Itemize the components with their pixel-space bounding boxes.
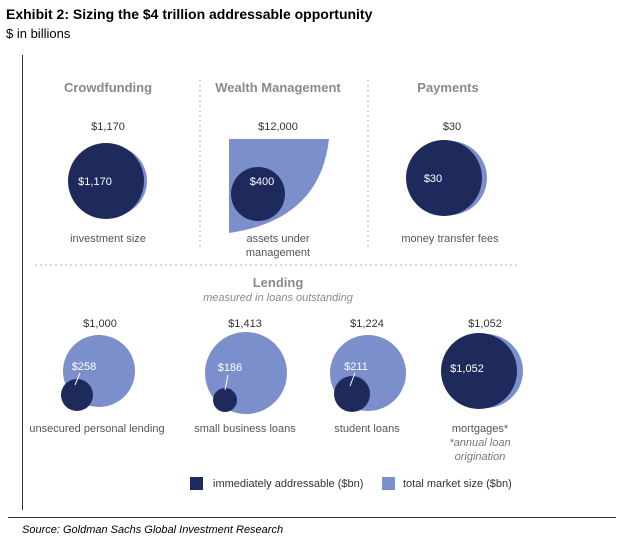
source-note: Source: Goldman Sachs Global Investment …: [22, 524, 284, 536]
unsecured-addressable-label: $258: [72, 361, 96, 373]
small-business-total-label: $1,413: [228, 318, 262, 330]
unsecured-addressable-bubble: [61, 379, 93, 411]
mortgages-note: *annual loan: [449, 437, 510, 449]
student-addressable-bubble: [334, 376, 370, 412]
crowdfunding-total-label: $1,170: [91, 121, 125, 133]
chart-subtitle: $ in billions: [6, 26, 71, 41]
wealth-addressable-bubble: [231, 167, 285, 221]
legend-swatch-addressable: [190, 477, 203, 490]
wealth-addressable-label: $400: [250, 176, 274, 188]
payments-addressable-label: $30: [424, 173, 442, 185]
crowdfunding-addressable-label: $1,170: [78, 176, 112, 188]
legend-label-addressable: immediately addressable ($bn): [213, 478, 363, 490]
student-total-label: $1,224: [350, 318, 384, 330]
crowdfunding-category-label: investment size: [70, 233, 146, 245]
mortgages-note-line2: origination: [455, 451, 506, 463]
mortgages-addressable-bubble: [441, 333, 517, 409]
legend-swatch-total: [382, 477, 395, 490]
wealth-category-label: assets under: [247, 233, 310, 245]
mortgages-category-label: mortgages*: [452, 423, 509, 435]
wealth-total-label: $12,000: [258, 121, 298, 133]
section-header-crowdfunding: Crowdfunding: [64, 80, 152, 95]
unsecured-callout-line: [74, 372, 81, 386]
student-addressable-label: $211: [344, 361, 368, 373]
unsecured-total-label: $1,000: [83, 318, 117, 330]
section-header-payments: Payments: [417, 80, 478, 95]
frame-bottom-border: [8, 517, 616, 518]
payments-addressable-bubble: [406, 140, 482, 216]
legend-label-total: total market size ($bn): [403, 478, 512, 490]
payments-total-label: $30: [443, 121, 461, 133]
small-business-callout-line: [224, 374, 229, 391]
lending-section-title: Lending: [253, 275, 304, 290]
small-business-addressable-label: $186: [218, 362, 242, 374]
mortgages-total-label: $1,052: [468, 318, 502, 330]
small-business-category-label: small business loans: [194, 423, 296, 435]
crowdfunding-addressable-bubble: [68, 143, 144, 219]
small-business-addressable-bubble: [213, 388, 237, 412]
mortgages-addressable-label: $1,052: [450, 363, 484, 375]
unsecured-category-label: unsecured personal lending: [29, 423, 164, 435]
student-callout-line: [349, 372, 356, 387]
frame-left-border: [22, 55, 23, 510]
lending-section-subtitle: measured in loans outstanding: [203, 292, 354, 304]
student-category-label: student loans: [334, 423, 400, 435]
wealth-category-label-line2: management: [246, 247, 310, 259]
payments-category-label: money transfer fees: [401, 233, 499, 245]
section-header-wealth-management: Wealth Management: [215, 80, 341, 95]
chart-title: Exhibit 2: Sizing the $4 trillion addres…: [6, 6, 373, 22]
